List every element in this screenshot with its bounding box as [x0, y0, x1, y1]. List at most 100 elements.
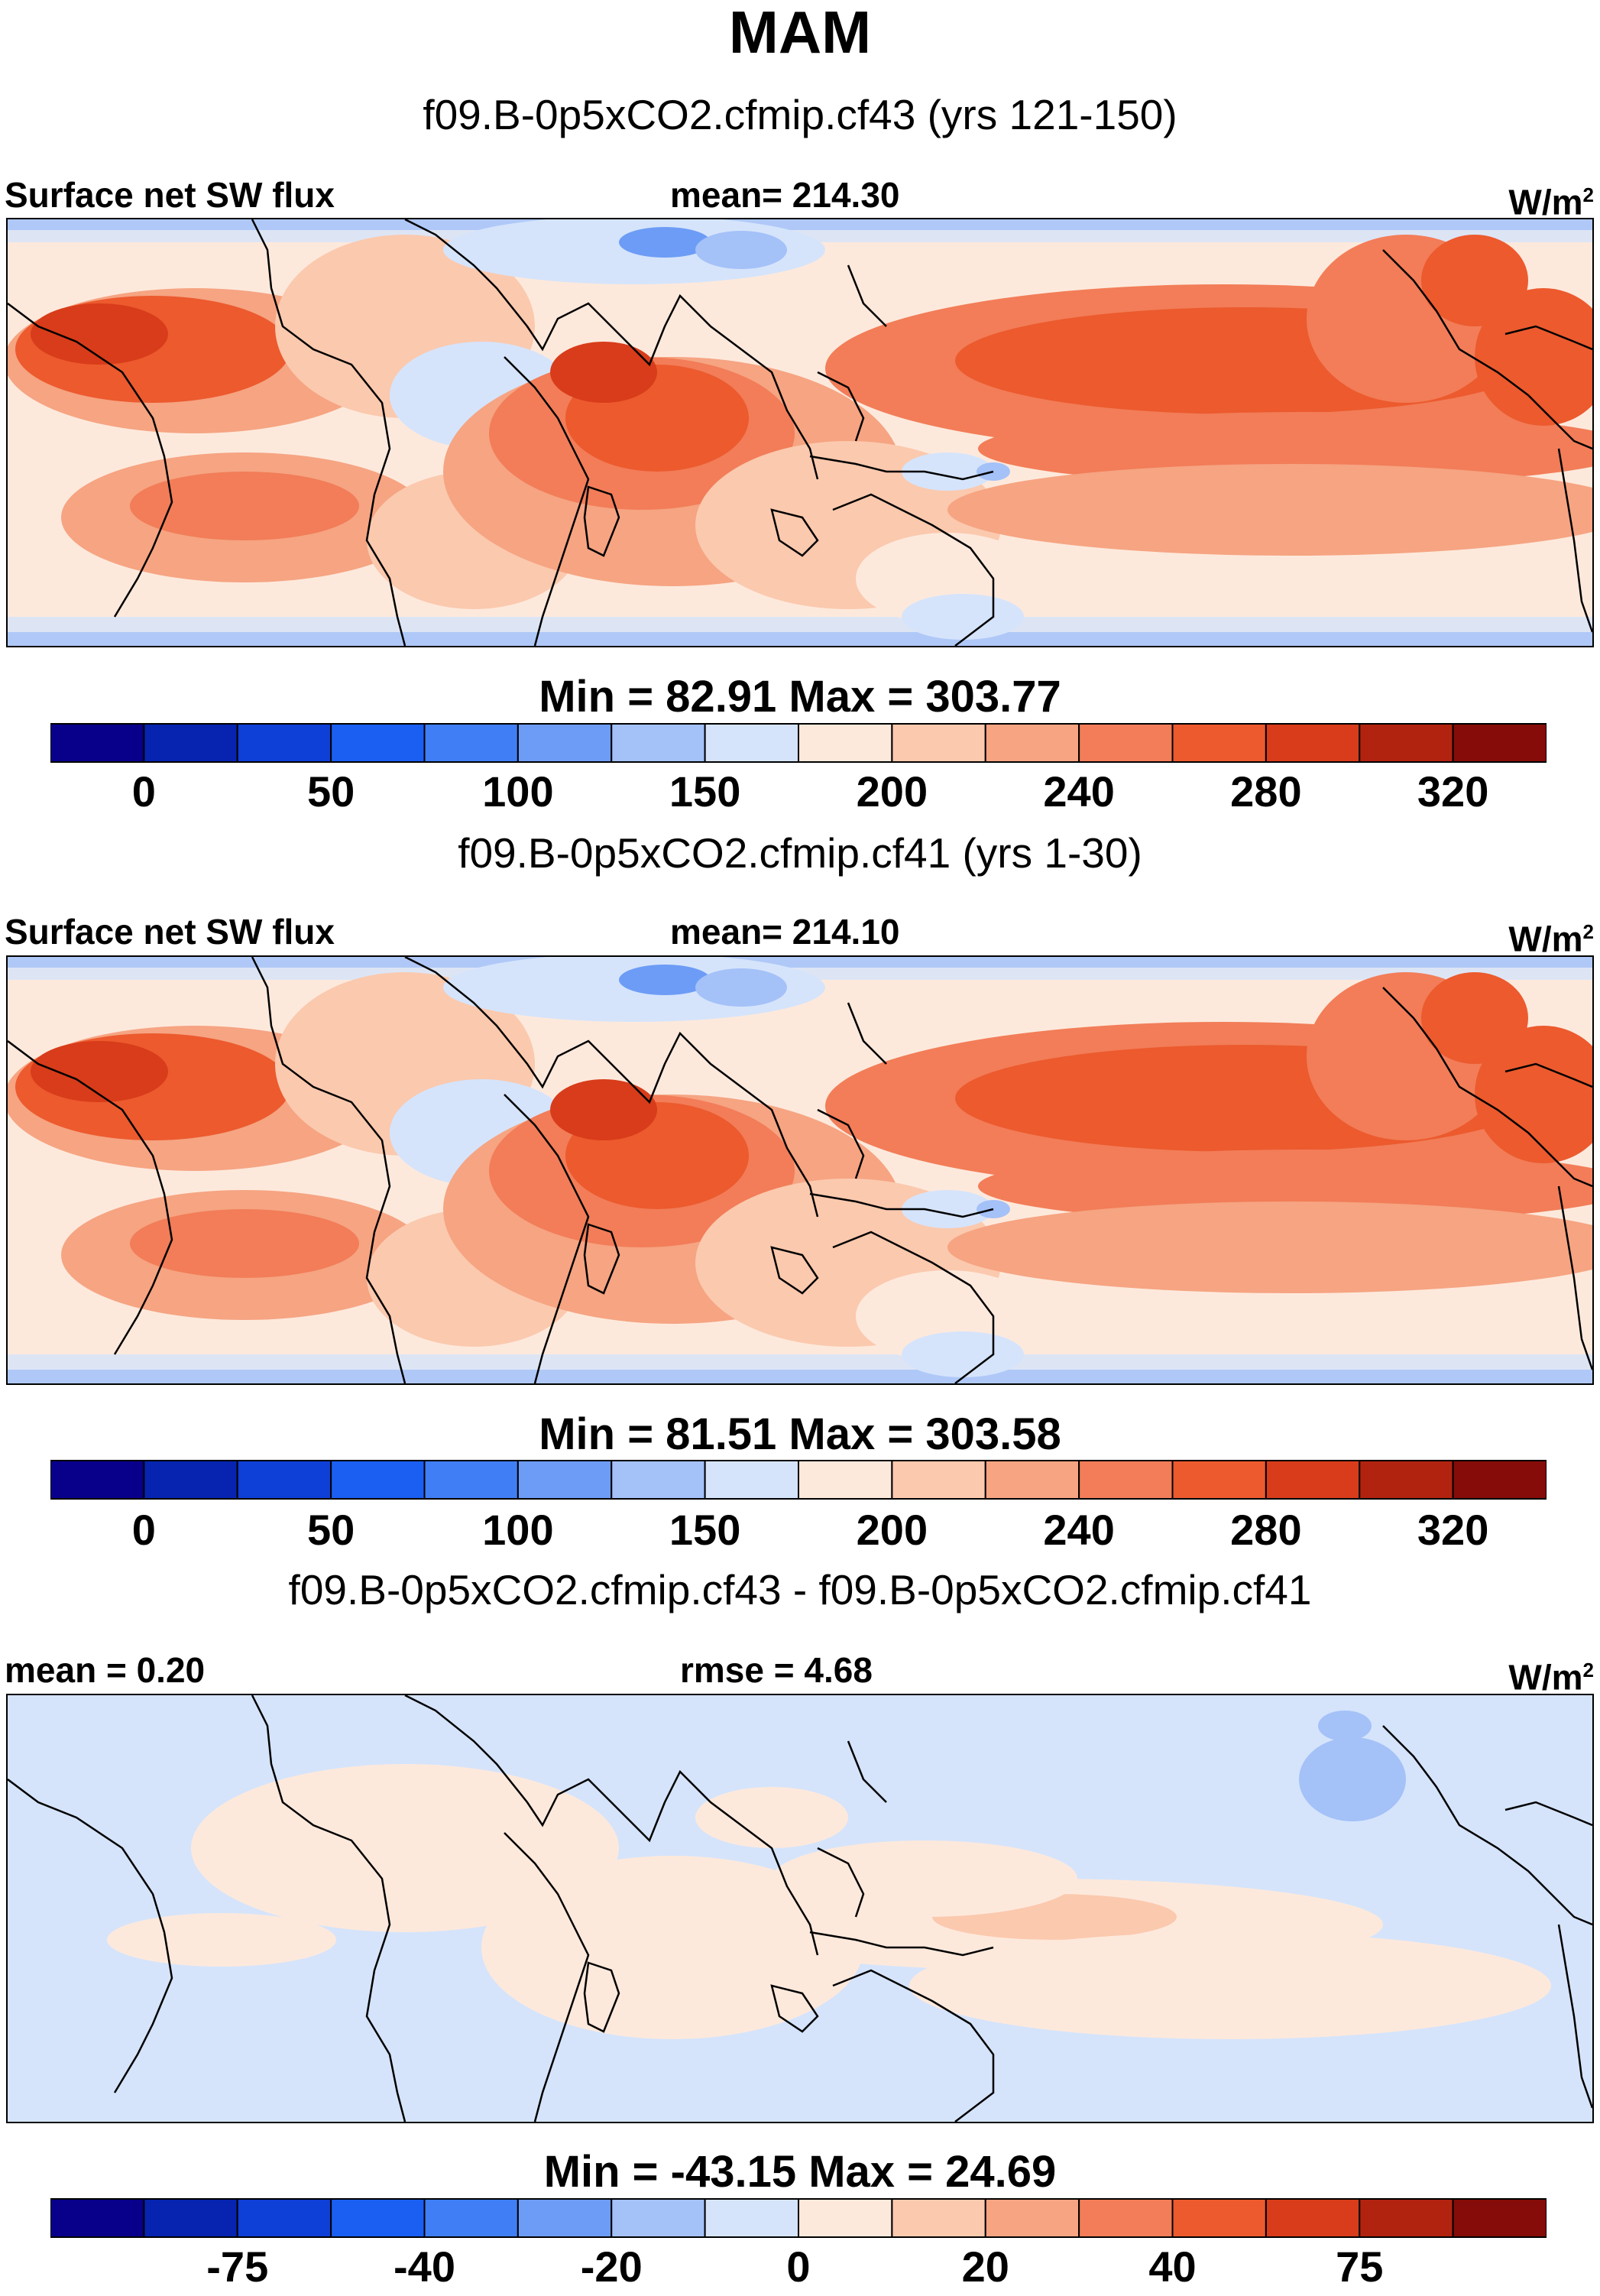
panel3-mean: mean = 0.20 — [5, 1650, 206, 1690]
colorbar-segment — [143, 2198, 238, 2238]
coastline — [583, 485, 620, 557]
colorbar-segment — [984, 2198, 1080, 2238]
colorbar-segment — [798, 1460, 893, 1500]
coastline — [404, 1695, 819, 1956]
panel2-colorbar — [50, 1460, 1547, 1500]
field-contour — [978, 1150, 1592, 1223]
field-contour — [909, 1932, 1551, 2039]
coastline — [770, 1984, 819, 2033]
panel2-minmax: Min = 81.51 Max = 303.58 — [539, 1409, 1061, 1459]
coastline — [1504, 325, 1592, 351]
coastline — [583, 1223, 620, 1295]
field-contour — [902, 452, 993, 491]
colorbar-segment — [50, 1460, 145, 1500]
coastline — [847, 264, 887, 327]
colorbar-segment — [1452, 723, 1547, 763]
coastline — [809, 1192, 994, 1218]
panel1-colorbar-ticks: 0 50 100 150 200 240 280 320 — [50, 767, 1547, 821]
colorbar-segment — [1171, 1460, 1267, 1500]
field-band — [8, 219, 1592, 230]
panel3-rmse: rmse = 4.68 — [680, 1650, 873, 1690]
coastline — [809, 455, 994, 481]
coastline — [817, 1847, 865, 1918]
colorbar-segment — [423, 723, 519, 763]
panel3-minmax: Min = -43.15 Max = 24.69 — [543, 2147, 1057, 2197]
colorbar-segment — [891, 723, 986, 763]
field-contour — [619, 965, 711, 995]
coastline — [817, 1108, 865, 1179]
colorbar-tick-label: 0 — [131, 1506, 156, 1554]
colorbar-segment — [891, 1460, 986, 1500]
coastline — [404, 957, 819, 1218]
coastline — [1557, 1185, 1592, 1370]
colorbar-segment — [704, 1460, 799, 1500]
colorbar-segment — [1452, 1460, 1547, 1500]
colorbar-segment — [704, 723, 799, 763]
field-contour — [695, 231, 787, 269]
field-contour — [695, 968, 787, 1007]
field-contour — [1475, 1026, 1592, 1163]
panel2-map-svg — [8, 957, 1592, 1383]
panel1-field-label: Surface net SW flux — [5, 175, 335, 215]
coastline — [847, 1740, 887, 1803]
colorbar-segment — [50, 2198, 145, 2238]
colorbar-segment — [1265, 1460, 1361, 1500]
panel1-map — [6, 218, 1594, 647]
field-contour — [695, 1787, 848, 1848]
field-contour — [550, 1079, 657, 1140]
coastline — [832, 1969, 995, 2122]
colorbar-segment — [611, 723, 706, 763]
colorbar-segment — [330, 2198, 426, 2238]
colorbar-segment — [1078, 2198, 1174, 2238]
colorbar-tick-label: 40 — [1148, 2242, 1197, 2291]
colorbar-tick-label: 200 — [856, 767, 928, 816]
colorbar-tick-label: 50 — [306, 1506, 355, 1554]
colorbar-segment — [984, 1460, 1080, 1500]
coastline — [1504, 1062, 1592, 1088]
colorbar-segment — [517, 1460, 613, 1500]
coastline — [251, 219, 406, 646]
panel1-colorbar — [50, 723, 1547, 763]
figure-title: MAM — [728, 0, 872, 66]
colorbar-segment — [330, 723, 426, 763]
colorbar-tick-label: 100 — [482, 1506, 554, 1554]
colorbar-tick-label: 0 — [786, 2242, 811, 2291]
panel1-mean: mean= 214.30 — [670, 175, 900, 215]
colorbar-segment — [704, 2198, 799, 2238]
colorbar-segment — [1078, 723, 1174, 763]
colorbar-segment — [611, 1460, 706, 1500]
field-contour — [31, 1041, 168, 1102]
field-contour — [947, 464, 1592, 556]
panel2-colorbar-ticks: 0 50 100 150 200 240 280 320 — [50, 1506, 1547, 1559]
colorbar-tick-label: 75 — [1336, 2242, 1384, 2291]
colorbar-segment — [1359, 1460, 1454, 1500]
coastline — [251, 957, 406, 1383]
colorbar-segment — [1359, 2198, 1454, 2238]
panel3-map-svg — [8, 1695, 1592, 2122]
colorbar-segment — [1452, 2198, 1547, 2238]
field-contour — [978, 412, 1592, 485]
panel3-colorbar-ticks: -75 -40 -20 0 20 40 75 — [50, 2242, 1547, 2296]
colorbar-tick-label: -40 — [394, 2242, 455, 2291]
colorbar-segment — [143, 723, 238, 763]
field-contour — [619, 227, 711, 258]
colorbar-tick-label: 240 — [1043, 1506, 1115, 1554]
colorbar-tick-label: 240 — [1043, 767, 1115, 816]
colorbar-tick-label: 0 — [131, 767, 156, 816]
field-contour — [902, 1331, 1024, 1377]
coastline — [504, 1094, 590, 1383]
panel1-title: f09.B-0p5xCO2.cfmip.cf43 (yrs 121-150) — [423, 91, 1177, 138]
field-contour — [550, 342, 657, 403]
coastline — [1382, 987, 1592, 1188]
coastline — [1382, 249, 1592, 450]
colorbar-segment — [798, 2198, 893, 2238]
field-contour — [107, 1913, 336, 1967]
colorbar-segment — [984, 723, 1080, 763]
colorbar-tick-label: 150 — [669, 767, 741, 816]
colorbar-segment — [423, 2198, 519, 2238]
panel2-units: W/m2 — [1508, 919, 1594, 959]
panel2-mean: mean= 214.10 — [670, 912, 900, 952]
colorbar-segment — [798, 723, 893, 763]
colorbar-tick-label: 100 — [482, 767, 554, 816]
field-band — [8, 1370, 1592, 1383]
